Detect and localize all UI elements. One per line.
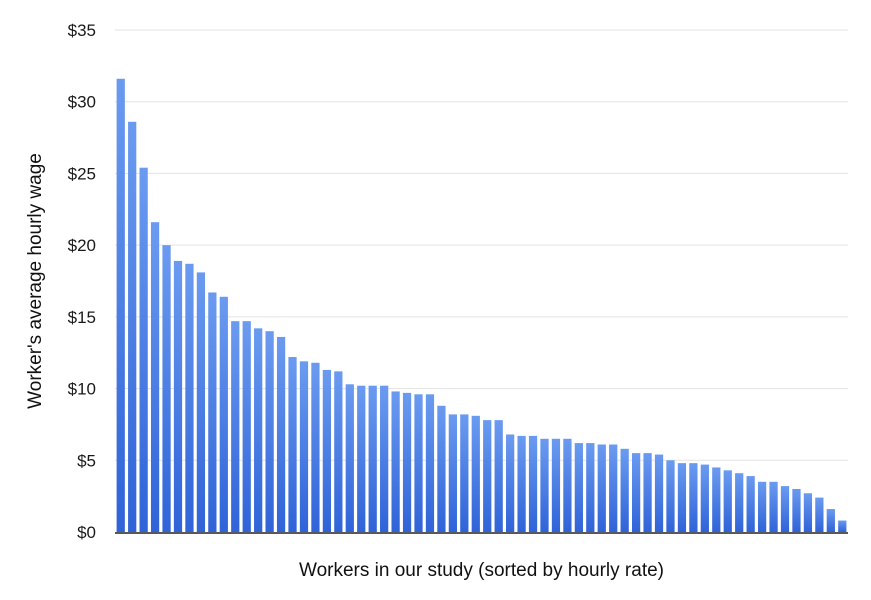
bar — [219, 296, 228, 532]
y-tick-label: $35 — [68, 21, 96, 40]
bar — [391, 391, 400, 532]
bar — [712, 467, 721, 532]
bar — [540, 438, 549, 532]
bar — [265, 331, 274, 532]
bar — [380, 385, 389, 532]
y-tick-label: $15 — [68, 308, 96, 327]
bar — [574, 443, 583, 532]
bar — [506, 434, 515, 532]
bar — [322, 369, 332, 532]
y-tick-label: $10 — [68, 380, 96, 399]
bar — [345, 384, 354, 532]
bar — [483, 420, 492, 532]
bar — [276, 336, 286, 532]
bar — [700, 464, 709, 532]
bar — [838, 520, 847, 532]
bar — [677, 463, 687, 532]
y-axis-title: Worker's average hourly wage — [25, 153, 46, 409]
bar — [334, 371, 343, 532]
bar — [666, 460, 675, 532]
bar — [448, 414, 457, 532]
bar — [242, 321, 251, 532]
bar — [803, 493, 813, 532]
y-tick-label: $30 — [68, 93, 96, 112]
bar — [139, 167, 148, 532]
bar — [208, 292, 217, 532]
bar — [597, 444, 606, 532]
bar — [231, 321, 240, 532]
y-tick-label: $20 — [68, 236, 96, 255]
bar — [563, 438, 572, 532]
y-tick-label: $25 — [68, 164, 96, 183]
bar — [769, 481, 778, 532]
bar — [128, 121, 137, 532]
bar — [437, 405, 446, 532]
bar — [116, 78, 125, 533]
bar — [254, 328, 263, 532]
bar — [792, 488, 801, 532]
bar — [735, 473, 744, 532]
bar — [654, 454, 664, 532]
bars — [116, 78, 847, 533]
bar — [586, 443, 595, 532]
bar — [643, 453, 652, 532]
bar — [757, 481, 767, 532]
bar — [357, 385, 366, 532]
bar — [551, 438, 561, 532]
bar — [494, 420, 503, 532]
bar — [185, 263, 194, 532]
bar — [150, 222, 160, 532]
bar — [288, 357, 297, 532]
bar — [173, 260, 183, 532]
bar — [311, 362, 320, 532]
bar — [368, 385, 377, 532]
bar — [299, 361, 309, 532]
bar — [631, 453, 641, 532]
bar — [620, 448, 629, 532]
y-tick-label: $5 — [77, 451, 96, 470]
bar — [780, 486, 790, 532]
bar — [815, 497, 824, 532]
bar — [196, 272, 206, 532]
bar — [746, 476, 755, 532]
bar — [471, 415, 480, 532]
bar — [460, 414, 469, 532]
bar — [723, 470, 732, 532]
y-tick-label: $0 — [77, 523, 96, 542]
bar — [528, 435, 538, 532]
bar — [689, 463, 698, 532]
bar — [517, 435, 526, 532]
bar — [162, 245, 171, 532]
bar — [402, 392, 412, 532]
bar — [425, 394, 435, 532]
bar — [414, 394, 423, 532]
bar — [609, 444, 618, 532]
x-axis-title: Workers in our study (sorted by hourly r… — [299, 560, 664, 581]
y-tick-labels: $0 $5 $10 $15 $20 $25 $30 $35 — [68, 21, 96, 542]
bar — [826, 509, 835, 532]
